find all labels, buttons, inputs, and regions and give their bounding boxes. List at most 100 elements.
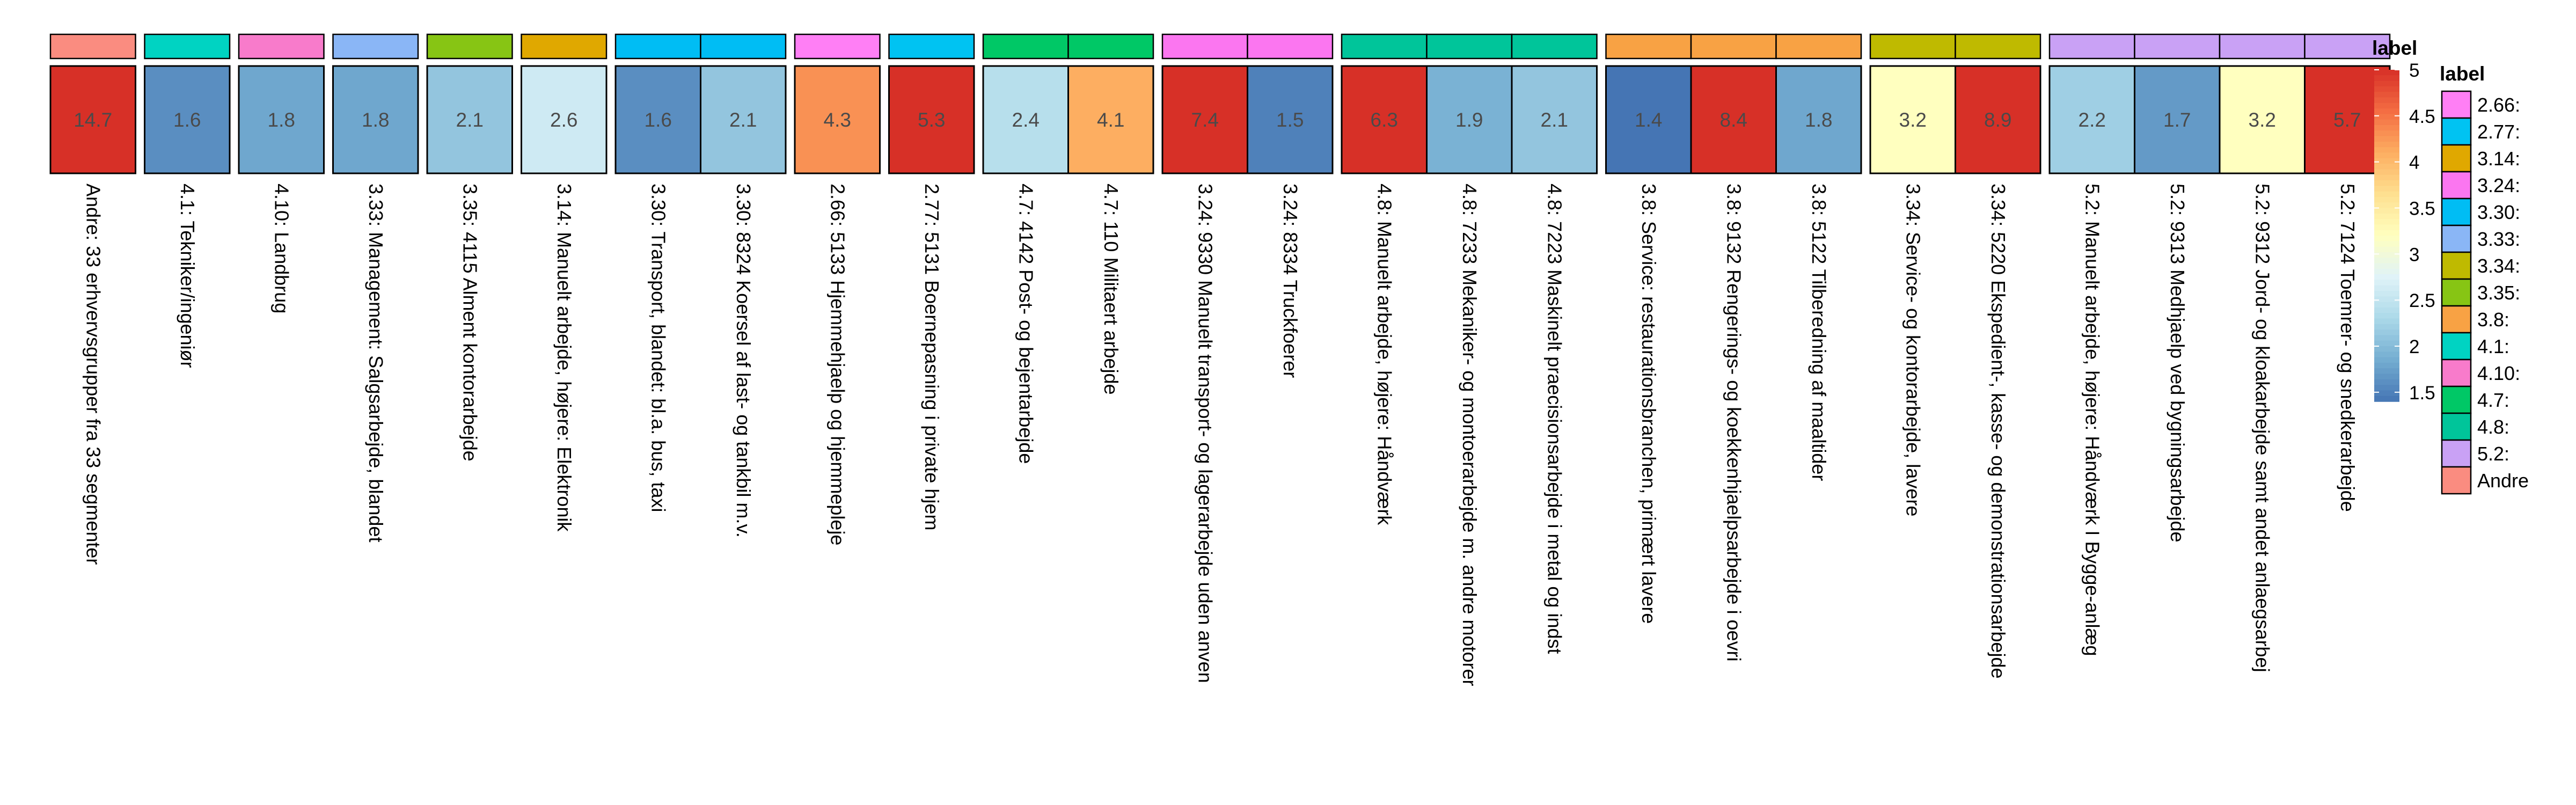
cell-value-label: 14.7 (74, 109, 112, 131)
column-label: 5.2: Manuelt arbejde, højere: Håndværk I… (2081, 184, 2103, 656)
column-label: 3.30: 8324 Koersel af last- og tankbil m… (733, 184, 755, 538)
fill-legend-band (2374, 130, 2399, 137)
group-legend-swatch (2441, 197, 2472, 226)
fill-legend-band (2374, 164, 2399, 170)
cell-value-label: 1.9 (1455, 109, 1483, 131)
heatmap-cell (1067, 65, 1154, 174)
group-legend-swatch (2441, 358, 2472, 387)
group-annotation-cell (521, 33, 608, 60)
cell-value-label: 1.7 (2163, 109, 2191, 131)
group-legend-swatch (2441, 278, 2472, 307)
fill-legend-band (2374, 125, 2399, 131)
group-legend-label: 3.33: (2477, 228, 2520, 250)
fill-legend-band (2374, 92, 2399, 98)
fill-legend-band (2374, 208, 2399, 214)
column-label: 4.8: 7223 Maskinelt praecisionsarbejde i… (1543, 184, 1565, 654)
group-annotation-cell (1511, 33, 1598, 60)
fill-legend-band (2374, 246, 2399, 253)
heatmap-cell (1690, 65, 1777, 174)
column-label: Andre: 33 erhvervsgrupper fra 33 segment… (82, 184, 104, 565)
fill-legend-band (2374, 152, 2399, 159)
group-legend-swatch (2441, 224, 2472, 253)
column-label: 4.8: Manuelt arbejde, højere: Håndværk (1373, 184, 1395, 525)
group-annotation-cell (2304, 33, 2391, 60)
fill-legend-band (2374, 291, 2399, 297)
fill-legend-band (2374, 374, 2399, 380)
group-legend-title: label (2440, 63, 2485, 85)
cell-value-label: 3.2 (1899, 109, 1927, 131)
group-annotation-cell (2134, 33, 2221, 60)
column-label: 3.24: 9330 Manuelt transport- og lagerar… (1194, 184, 1216, 683)
fill-legend-band (2374, 224, 2399, 231)
group-annotation-cell (794, 33, 881, 60)
fill-legend-band (2374, 368, 2399, 375)
heatmap-cell (2219, 65, 2306, 174)
group-legend-label: 5.2: (2477, 443, 2509, 465)
group-legend-swatch (2441, 466, 2472, 495)
fill-legend-tick-label: 2.5 (2409, 290, 2435, 311)
fill-legend-tick-label: 4 (2409, 152, 2419, 173)
fill-legend-band (2374, 296, 2399, 303)
fill-legend-band (2374, 169, 2399, 175)
cell-value-label: 2.4 (1012, 109, 1040, 131)
fill-legend-band (2374, 136, 2399, 142)
group-legend-swatch (2441, 171, 2472, 200)
cell-value-label: 2.1 (456, 109, 484, 131)
group-legend-swatch (2441, 251, 2472, 280)
group-legend-label: 4.10: (2477, 362, 2520, 384)
group-annotation-cell (1605, 33, 1692, 60)
group-annotation-cell (426, 33, 513, 60)
heatmap-cell (238, 65, 325, 174)
group-annotation-cell (144, 33, 231, 60)
cell-value-label: 3.2 (2249, 109, 2276, 131)
heatmap-cell (521, 65, 608, 174)
group-annotation-cell (1775, 33, 1862, 60)
fill-legend-band (2374, 86, 2399, 92)
column-label: 4.10: Landbrug (270, 184, 292, 313)
group-legend-label: 3.14: (2477, 148, 2520, 170)
fill-legend-band (2374, 285, 2399, 291)
fill-legend-band (2374, 213, 2399, 219)
column-label: 2.77: 5131 Boernepasning i private hjem (921, 184, 943, 530)
fill-legend-band (2374, 390, 2399, 397)
group-annotation-cell (1341, 33, 1428, 60)
fill-legend-tick-label: 2 (2409, 336, 2419, 357)
cell-value-label: 1.8 (1805, 109, 1832, 131)
fill-legend-band (2374, 230, 2399, 236)
fill-legend-band (2374, 103, 2399, 109)
cell-value-label: 2.6 (550, 109, 577, 131)
fill-legend-band (2374, 114, 2399, 120)
fill-legend-band (2374, 346, 2399, 353)
heatmap-cell (332, 65, 419, 174)
fill-legend-band (2374, 263, 2399, 269)
group-annotation-cell (1690, 33, 1777, 60)
group-legend-label: 3.34: (2477, 255, 2520, 277)
fill-legend-band (2374, 202, 2399, 209)
fill-legend-band (2374, 141, 2399, 148)
group-legend-label: 4.8: (2477, 416, 2509, 438)
group-annotation-cell (1869, 33, 1956, 60)
fill-legend-band (2374, 302, 2399, 308)
group-annotation-cell (700, 33, 787, 60)
column-label: 5.2: 7124 Toemrer- og snedkerarbejde (2337, 184, 2359, 512)
column-label: 5.2: 9313 Medhjaelp ved bygningsarbejde (2167, 184, 2189, 543)
group-legend-swatch (2441, 439, 2472, 468)
fill-legend-band (2374, 313, 2399, 319)
group-annotation-cell (1067, 33, 1154, 60)
column-label: 3.34: Service- og kontorarbejde, lavere (1902, 184, 1924, 516)
heatmap-cell (700, 65, 787, 174)
cell-value-label: 1.5 (1276, 109, 1304, 131)
column-label: 2.66: 5133 Hjemmehjaelp og hjemmepleje (826, 184, 848, 545)
fill-legend-band (2374, 252, 2399, 258)
group-annotation-cell (2048, 33, 2135, 60)
fill-legend-band (2374, 280, 2399, 286)
fill-legend-band (2374, 236, 2399, 242)
cell-value-label: 8.4 (1720, 109, 1747, 131)
heatmap-cell (1869, 65, 1956, 174)
fill-legend-band (2374, 75, 2399, 82)
fill-legend-tick-label: 4.5 (2409, 106, 2435, 127)
group-annotation-cell (982, 33, 1069, 60)
cell-value-label: 1.4 (1635, 109, 1662, 131)
fill-legend-tick-label: 1.5 (2409, 383, 2435, 404)
cell-value-label: 1.6 (645, 109, 672, 131)
